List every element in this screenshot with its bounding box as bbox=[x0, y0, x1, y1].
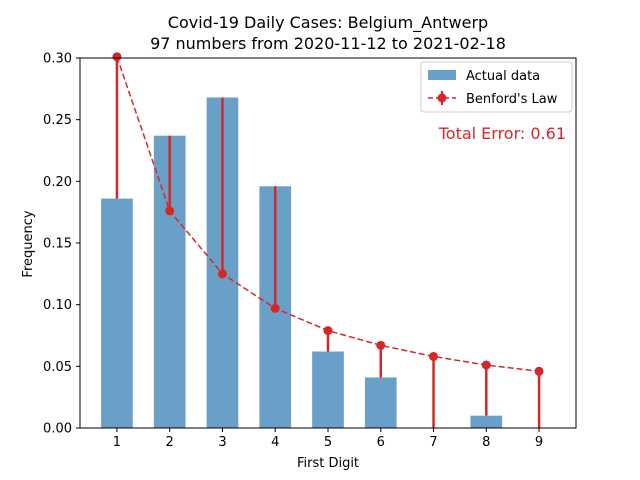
legend-marker-benford bbox=[437, 93, 447, 103]
x-tick-label: 6 bbox=[377, 435, 385, 450]
legend: Actual data Benford's Law bbox=[420, 61, 573, 113]
x-tick-label: 1 bbox=[113, 435, 121, 450]
bar-1 bbox=[101, 198, 133, 428]
y-tick-label: 0.00 bbox=[43, 422, 72, 437]
total-error-annotation: Total Error: 0.61 bbox=[438, 124, 566, 143]
legend-frame bbox=[420, 61, 573, 113]
benford-point-2 bbox=[165, 206, 175, 216]
plot-area: 1 2 3 4 5 6 7 8 9 0.00 0.05 0.10 0.15 0.20 0.25 0.30 bbox=[43, 52, 577, 450]
legend-label-benford: Benford's Law bbox=[466, 92, 558, 107]
y-tick-label: 0.25 bbox=[43, 113, 72, 128]
x-tick-label: 9 bbox=[535, 435, 543, 450]
legend-swatch-actual bbox=[428, 70, 456, 80]
chart-title: Covid-19 Daily Cases: Belgium_Antwerp bbox=[168, 13, 488, 33]
y-axis-label: Frequency bbox=[21, 210, 36, 277]
x-tick-label: 3 bbox=[218, 435, 226, 450]
x-tick-label: 2 bbox=[166, 435, 174, 450]
benford-point-1 bbox=[112, 52, 122, 62]
x-axis-label: First Digit bbox=[297, 456, 359, 471]
legend-label-actual: Actual data bbox=[466, 69, 540, 84]
benford-point-5 bbox=[323, 326, 333, 336]
x-tick-label: 8 bbox=[482, 435, 490, 450]
chart-subtitle: 97 numbers from 2020-11-12 to 2021-02-18 bbox=[150, 34, 506, 53]
x-tick-label: 4 bbox=[271, 435, 279, 450]
benford-point-8 bbox=[481, 360, 491, 370]
x-tick-label: 7 bbox=[429, 435, 437, 450]
benford-point-6 bbox=[376, 340, 386, 350]
y-tick-label: 0.05 bbox=[43, 360, 72, 375]
bar-8 bbox=[470, 415, 503, 428]
y-tick-label: 0.10 bbox=[43, 298, 72, 313]
bar-6 bbox=[364, 377, 397, 428]
y-tick-label: 0.15 bbox=[43, 237, 72, 252]
benford-point-3 bbox=[217, 269, 227, 279]
x-tick-label: 5 bbox=[324, 435, 332, 450]
benford-point-4 bbox=[270, 303, 280, 313]
y-tick-label: 0.30 bbox=[43, 52, 72, 67]
benford-point-7 bbox=[429, 351, 439, 361]
benford-point-9 bbox=[534, 366, 544, 376]
y-tick-label: 0.20 bbox=[43, 175, 72, 190]
bar-5 bbox=[312, 351, 344, 428]
